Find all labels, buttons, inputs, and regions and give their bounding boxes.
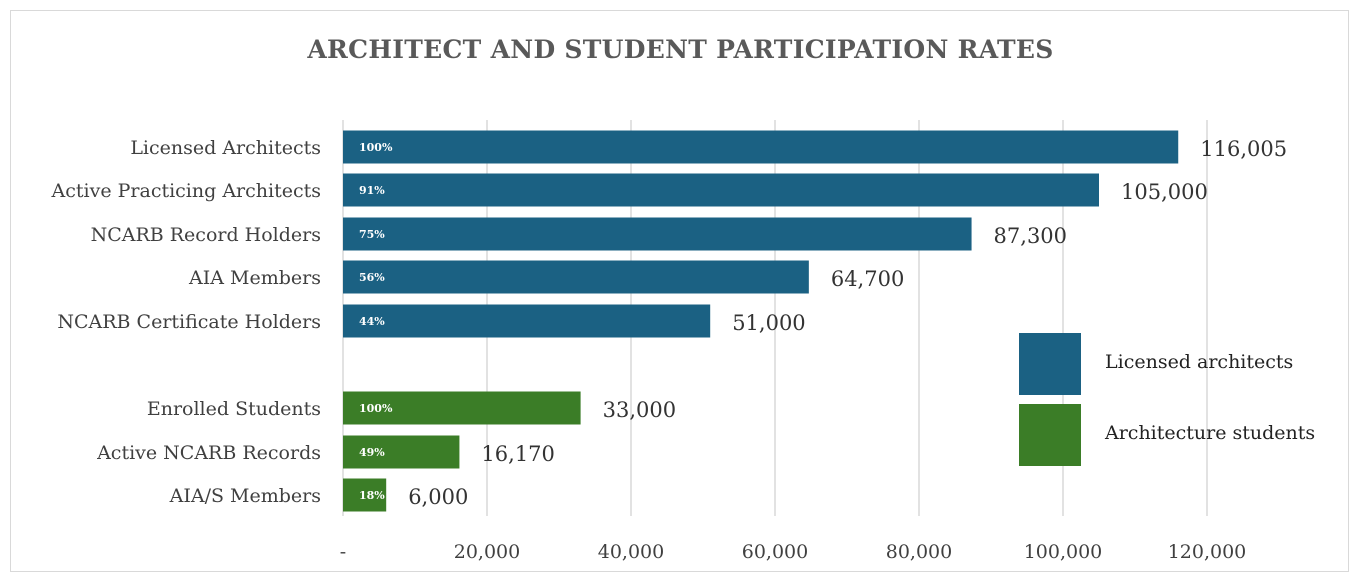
legend-swatch-students <box>1019 404 1081 466</box>
bar <box>343 435 460 469</box>
x-tick-label: 40,000 <box>598 541 664 563</box>
value-label: 105,000 <box>1121 180 1208 204</box>
legend-swatch-licensed <box>1019 333 1081 395</box>
percent-label: 91% <box>359 184 385 197</box>
chart-frame <box>10 10 1349 572</box>
x-tick-label: 60,000 <box>742 541 808 563</box>
bar <box>343 217 972 251</box>
category-label: NCARB Certificate Holders <box>57 311 321 333</box>
category-label: Active Practicing Architects <box>51 180 321 202</box>
bar <box>343 304 711 338</box>
bar <box>343 173 1099 207</box>
legend-item-students: Architecture students <box>1019 404 1349 466</box>
x-tick-label: 80,000 <box>886 541 952 563</box>
legend-label-licensed: Licensed architects <box>1105 351 1294 373</box>
category-label: Enrolled Students <box>147 398 321 420</box>
bar <box>343 391 581 425</box>
x-tick-label: - <box>340 541 346 563</box>
bar <box>343 260 809 294</box>
bar <box>343 130 1179 164</box>
x-tick-label: 20,000 <box>454 541 520 563</box>
category-label: Licensed Architects <box>130 137 321 159</box>
percent-label: 49% <box>359 446 385 459</box>
x-tick-label: 120,000 <box>1168 541 1247 563</box>
category-label: NCARB Record Holders <box>91 224 321 246</box>
value-label: 16,170 <box>481 442 554 466</box>
legend-item-licensed: Licensed architects <box>1019 333 1349 395</box>
percent-label: 56% <box>359 271 385 284</box>
value-label: 51,000 <box>732 311 805 335</box>
category-label: Active NCARB Records <box>96 442 321 464</box>
value-label: 87,300 <box>994 224 1067 248</box>
legend-label-students: Architecture students <box>1105 422 1316 444</box>
percent-label: 100% <box>359 141 393 154</box>
category-label: AIA/S Members <box>169 485 321 507</box>
value-label: 116,005 <box>1200 137 1287 161</box>
percent-label: 100% <box>359 402 393 415</box>
chart-title: ARCHITECT AND STUDENT PARTICIPATION RATE… <box>307 35 1054 64</box>
x-tick-label: 100,000 <box>1024 541 1103 563</box>
percent-label: 75% <box>359 228 385 241</box>
value-label: 64,700 <box>831 267 904 291</box>
percent-label: 18% <box>359 489 385 502</box>
category-label: AIA Members <box>188 267 321 289</box>
bar <box>343 478 387 512</box>
value-label: 33,000 <box>603 398 676 422</box>
percent-label: 44% <box>359 315 385 328</box>
value-label: 6,000 <box>408 485 468 509</box>
